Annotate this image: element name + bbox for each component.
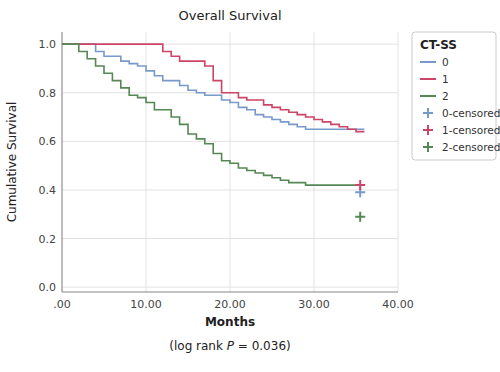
x-axis-line	[62, 292, 398, 293]
y-tick-label: 1.0	[39, 38, 57, 51]
legend-swatch	[423, 142, 433, 152]
x-tick-label: 30.00	[298, 298, 330, 311]
legend-label: 0-censored	[442, 107, 500, 119]
legend-title: CT-SS	[420, 38, 457, 52]
censor-mark	[355, 180, 365, 190]
survival-curve	[62, 44, 364, 185]
legend-swatch	[420, 95, 436, 97]
grid	[62, 32, 398, 292]
grid-line	[62, 32, 63, 292]
legend-label: 0	[442, 56, 449, 68]
y-tick-label: 0.2	[39, 233, 57, 246]
legend-label: 1	[442, 73, 449, 85]
x-tick-label: .00	[53, 298, 71, 311]
legend-swatch	[420, 61, 436, 63]
grid-line	[62, 141, 398, 142]
x-tick-label: 40.00	[382, 298, 414, 311]
survival-curve	[62, 44, 364, 129]
grid-line	[314, 32, 315, 292]
x-tick-label: 10.00	[130, 298, 162, 311]
title: Overall Survival	[178, 8, 281, 23]
legend-label: 2	[442, 90, 449, 102]
survival-curve	[62, 44, 364, 131]
legend-swatch	[423, 108, 433, 118]
x-axis-label: Months	[205, 315, 255, 329]
annotation: (log rank P = 0.036)	[169, 339, 290, 353]
grid-line	[398, 32, 399, 292]
y-tick-label: 0.0	[39, 281, 57, 294]
annotation-part: (log rank	[169, 339, 226, 353]
grid-line	[62, 189, 398, 190]
legend-label: 1-censored	[442, 124, 500, 136]
legend-label: 2-censored	[442, 141, 500, 153]
y-tick-label: 0.6	[39, 135, 57, 148]
annotation-part: = 0.036)	[234, 339, 291, 353]
plot-area	[62, 44, 365, 222]
y-tick-label: 0.4	[39, 184, 57, 197]
chart: Overall Survival.0010.0020.0030.0040.000…	[0, 0, 500, 372]
y-axis-line	[62, 32, 63, 292]
legend-swatch	[420, 78, 436, 80]
legend: CT-SS 0 1 2 0-censored 1-censored 2-censored	[412, 32, 500, 160]
censor-mark	[355, 212, 365, 222]
grid-line	[62, 238, 398, 239]
y-axis-label: Cumulative Survival	[5, 102, 19, 223]
legend-swatch	[423, 125, 433, 135]
x-tick-label: 20.00	[214, 298, 246, 311]
y-tick-label: 0.8	[39, 87, 57, 100]
grid-line	[62, 287, 398, 288]
